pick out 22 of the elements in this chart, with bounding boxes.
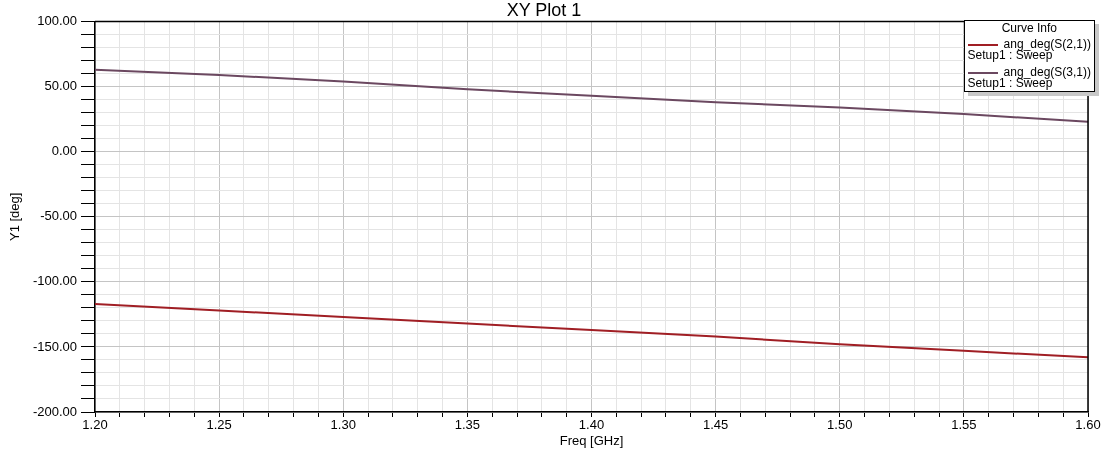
x-tick-label: 1.25 [206,417,232,433]
x-tick-label: 1.60 [1075,417,1101,433]
y-tick-label: -200.00 [32,403,77,419]
x-tick-label: 1.50 [827,417,853,433]
y-tick-label: 100.00 [37,13,77,29]
x-tick-label: 1.45 [702,417,729,433]
x-tick-label: 1.40 [578,417,605,433]
y-tick-label: -150.00 [32,338,77,354]
y-axis-title: Y1 [deg] [7,192,23,242]
y-tick-label: -100.00 [32,273,77,289]
x-axis-title: Freq [GHz] [559,432,624,448]
legend-label: ang_deg(S(3,1)) Setup1 : Sweep [967,65,1091,90]
y-tick-label: 0.00 [51,143,77,159]
y-tick-label: -50.00 [40,208,77,224]
legend-title: Curve Info [1000,21,1058,35]
x-tick-label: 1.55 [951,417,977,433]
chart-title: XY Plot 1 [506,0,582,20]
y-tick-label: 50.00 [44,78,77,94]
x-tick-label: 1.35 [454,417,481,433]
x-tick-label: 1.20 [82,417,108,433]
legend-label: ang_deg(S(2,1)) Setup1 : Sweep [967,37,1091,62]
x-tick-label: 1.30 [330,417,356,433]
